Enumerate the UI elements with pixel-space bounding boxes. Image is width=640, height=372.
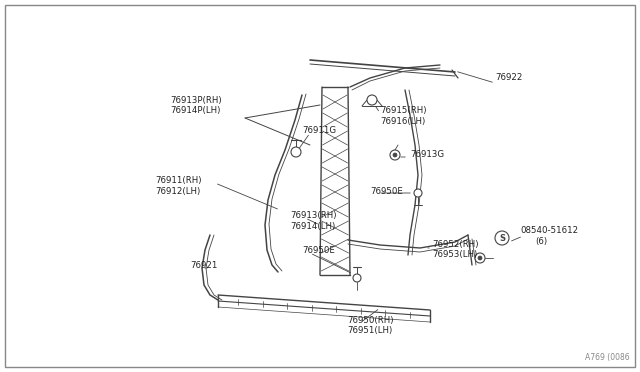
Circle shape xyxy=(478,256,482,260)
Text: 76912(LH): 76912(LH) xyxy=(155,186,200,196)
Circle shape xyxy=(353,274,361,282)
Text: 76914(LH): 76914(LH) xyxy=(290,221,335,231)
Circle shape xyxy=(291,147,301,157)
Text: (6): (6) xyxy=(535,237,547,246)
Text: 76911G: 76911G xyxy=(302,125,336,135)
Circle shape xyxy=(475,253,485,263)
Text: 76913G: 76913G xyxy=(410,150,444,158)
Circle shape xyxy=(393,153,397,157)
Circle shape xyxy=(367,95,377,105)
Text: 76913P(RH): 76913P(RH) xyxy=(170,96,221,105)
Text: 76922: 76922 xyxy=(495,73,522,81)
Text: A769 (0086: A769 (0086 xyxy=(586,353,630,362)
Text: 76950E: 76950E xyxy=(302,246,335,254)
Text: 76916(LH): 76916(LH) xyxy=(380,116,425,125)
Circle shape xyxy=(414,189,422,197)
Text: 76913(RH): 76913(RH) xyxy=(290,211,337,219)
Text: 76950E: 76950E xyxy=(370,186,403,196)
Text: 08540-51612: 08540-51612 xyxy=(520,225,578,234)
Circle shape xyxy=(495,231,509,245)
Text: 76911(RH): 76911(RH) xyxy=(155,176,202,185)
Text: 76915(RH): 76915(RH) xyxy=(380,106,426,115)
Text: S: S xyxy=(499,234,505,243)
Text: 76921: 76921 xyxy=(190,260,218,269)
Text: 76950(RH): 76950(RH) xyxy=(347,315,394,324)
Text: 76952(RH): 76952(RH) xyxy=(432,240,479,248)
Text: 76953(LH): 76953(LH) xyxy=(432,250,477,260)
Circle shape xyxy=(390,150,400,160)
Text: 76951(LH): 76951(LH) xyxy=(347,327,392,336)
Text: 76914P(LH): 76914P(LH) xyxy=(170,106,220,115)
